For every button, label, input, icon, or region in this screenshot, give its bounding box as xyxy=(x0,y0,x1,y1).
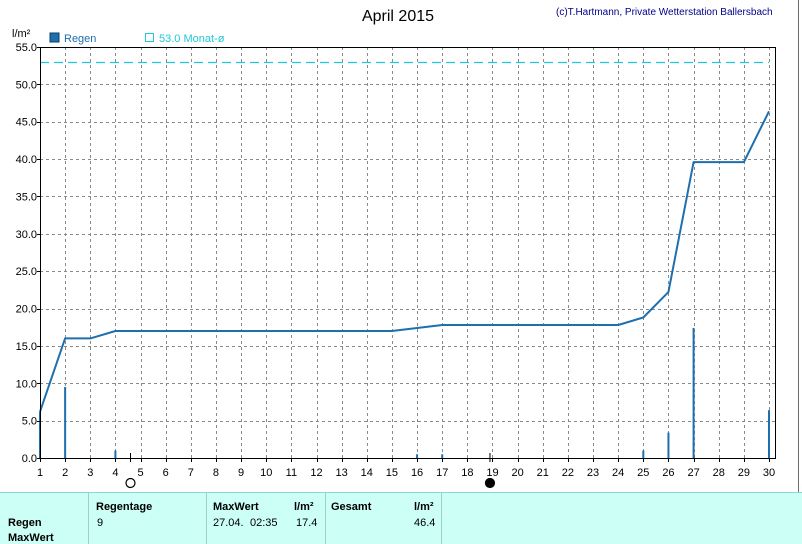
x-tick-label: 1 xyxy=(37,467,43,479)
y-tick-label: 30.0 xyxy=(16,229,37,241)
x-tick-label: 12 xyxy=(310,467,322,479)
y-tick-label: 15.0 xyxy=(16,341,37,353)
gesamt-unit: l/m² xyxy=(414,501,434,513)
y-tick-label: 50.0 xyxy=(16,79,37,91)
x-tick-label: 4 xyxy=(112,467,118,479)
x-tick-label: 13 xyxy=(336,467,348,479)
full-moon-icon xyxy=(125,477,136,489)
x-tick-label: 18 xyxy=(461,467,473,479)
y-tick-label: 20.0 xyxy=(16,304,37,316)
x-tick-label: 22 xyxy=(562,467,574,479)
rain-bar xyxy=(114,450,117,458)
regentage-header: Regentage xyxy=(96,501,153,513)
x-tick-label: 2 xyxy=(62,467,68,479)
x-tick-label: 7 xyxy=(188,467,194,479)
maxwert-unit: l/m² xyxy=(294,501,314,513)
x-tick-label: 23 xyxy=(587,467,599,479)
x-tick-label: 20 xyxy=(511,467,523,479)
rain-bar xyxy=(64,387,67,458)
y-tick-label: 55.0 xyxy=(16,42,37,54)
x-tick-label: 28 xyxy=(713,467,725,479)
y-tick-label: 45.0 xyxy=(16,117,37,129)
x-tick-label: 10 xyxy=(260,467,272,479)
x-tick-label: 14 xyxy=(361,467,373,479)
x-tick-label: 15 xyxy=(386,467,398,479)
x-tick-label: 19 xyxy=(486,467,498,479)
statistics-panel: Regen MaxWert Regentage 9 MaxWert l/m² 2… xyxy=(0,492,802,544)
y-tick-label: 35.0 xyxy=(16,191,37,203)
plot-frame xyxy=(40,47,776,459)
x-tick-label: 27 xyxy=(687,467,699,479)
legend-reference-label: 53.0 Monat-ø xyxy=(159,33,225,45)
gesamt-value: 46.4 xyxy=(414,517,436,529)
y-tick-labels: 0.0 5.0 10.0 15.0 20.0 25.0 30.0 35.0 40.0 45.0 50… xyxy=(16,42,40,465)
grid xyxy=(40,47,775,458)
y-unit-label: l/m² xyxy=(12,28,31,40)
rain-bar xyxy=(692,327,695,458)
divider xyxy=(325,493,326,544)
rain-bar xyxy=(768,410,770,458)
divider xyxy=(88,493,89,544)
x-tick-label: 17 xyxy=(436,467,448,479)
x-tick-label: 30 xyxy=(763,467,775,479)
maxwert-value: 17.4 xyxy=(296,517,318,529)
x-tick-label: 24 xyxy=(612,467,624,479)
maxwert-header: MaxWert xyxy=(213,501,259,513)
cumulative-line xyxy=(39,110,770,413)
maxwert-date: 27.04. xyxy=(213,517,244,529)
legend-series-label: Regen xyxy=(64,33,96,45)
gesamt-header: Gesamt xyxy=(331,501,372,513)
divider xyxy=(441,493,442,544)
rain-bars xyxy=(39,327,770,458)
x-tick-labels: 1 2 3 4 5 6 7 8 9 10 11 12 13 14 15 16 17 18 19 20 21 22 23 24 2… xyxy=(37,458,775,479)
y-tick-label: 0.0 xyxy=(22,453,37,465)
y-tick-label: 40.0 xyxy=(16,154,37,166)
row-label-regen: Regen xyxy=(8,517,42,529)
legend: Regen 53.0 Monat-ø xyxy=(49,32,225,45)
legend-reference-swatch xyxy=(145,33,154,42)
credit-text: (c)T.Hartmann, Private Wetterstation Bal… xyxy=(556,7,773,18)
cumulative-rain-line xyxy=(39,110,770,413)
rain-chart: April 2015 (c)T.Hartmann, Private Wetter… xyxy=(12,0,799,492)
row-label-maxwert: MaxWert xyxy=(8,532,54,544)
legend-series-swatch xyxy=(49,32,60,43)
x-tick-label: 5 xyxy=(137,467,143,479)
regentage-value: 9 xyxy=(97,517,104,529)
x-tick-label: 21 xyxy=(537,467,549,479)
x-tick-label: 9 xyxy=(238,467,244,479)
x-tick-label: 25 xyxy=(637,467,649,479)
x-tick-label: 26 xyxy=(662,467,674,479)
x-tick-label: 3 xyxy=(87,467,93,479)
x-tick-label: 6 xyxy=(163,467,169,479)
y-tick-label: 25.0 xyxy=(16,266,37,278)
new-moon-icon xyxy=(484,477,496,489)
chart-title: April 2015 xyxy=(362,8,434,25)
x-tick-label: 16 xyxy=(411,467,423,479)
rain-bar xyxy=(642,450,645,458)
rain-bar xyxy=(416,454,419,458)
x-tick-label: 11 xyxy=(286,467,297,479)
rain-bar xyxy=(441,454,444,458)
x-tick-label: 8 xyxy=(213,467,219,479)
y-tick-label: 10.0 xyxy=(16,378,37,390)
rain-bar xyxy=(667,432,670,458)
divider xyxy=(206,493,207,544)
x-tick-label: 29 xyxy=(738,467,750,479)
maxwert-time: 02:35 xyxy=(250,517,278,529)
moon-phase-markers xyxy=(125,453,496,489)
y-tick-label: 5.0 xyxy=(22,416,37,428)
